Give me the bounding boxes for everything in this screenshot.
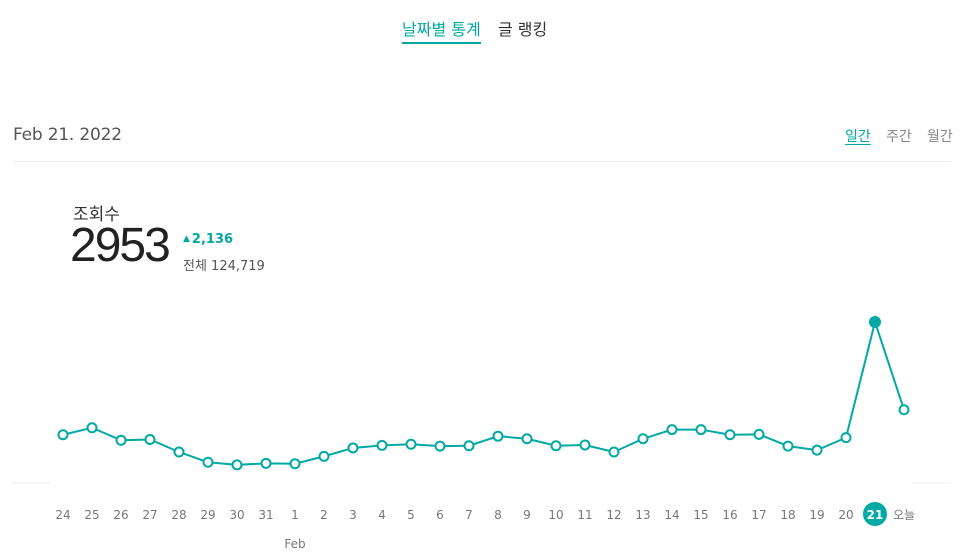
data-point[interactable]: [202, 456, 214, 468]
tab-post-ranking[interactable]: 글 랭킹: [498, 20, 548, 39]
data-point[interactable]: [376, 439, 388, 451]
metric-label: 조회수: [73, 205, 120, 225]
x-tick-label[interactable]: 27: [142, 508, 157, 522]
metric-delta-value: 2,136: [191, 232, 234, 247]
x-tick-label[interactable]: 12: [606, 508, 621, 522]
data-point[interactable]: [144, 433, 156, 445]
x-tick-label[interactable]: 9: [523, 508, 531, 522]
metric-delta: ▲ 2,136: [183, 232, 233, 247]
x-tick-label[interactable]: 3: [349, 508, 357, 522]
data-point[interactable]: [550, 440, 562, 452]
x-tick-label[interactable]: 16: [722, 508, 737, 522]
selected-date-marker[interactable]: [863, 502, 887, 526]
month-label: Feb: [284, 537, 305, 551]
x-tick-label[interactable]: 25: [84, 508, 99, 522]
x-tick-label[interactable]: 28: [171, 508, 186, 522]
stats-tabs: 날짜별 통계 글 랭킹: [0, 16, 961, 46]
header-divider: [13, 161, 951, 162]
data-point[interactable]: [289, 458, 301, 470]
views-line-chart: 24 25 26 27 28 29 30 31 1 2 3 4 5 6 7 8 9 10 11 12 13 14 15 16 1…: [13, 315, 951, 551]
data-point[interactable]: [463, 440, 475, 452]
metric-total: 전체 124,719: [183, 259, 265, 274]
x-tick-label[interactable]: 20: [838, 508, 853, 522]
period-daily-button[interactable]: 일간: [845, 129, 871, 145]
data-point[interactable]: [231, 459, 243, 471]
x-tick-label[interactable]: 15: [693, 508, 708, 522]
data-point[interactable]: [521, 433, 533, 445]
data-point[interactable]: [753, 428, 765, 440]
x-tick-label[interactable]: 2: [320, 508, 328, 522]
x-tick-label[interactable]: 1: [291, 508, 299, 522]
data-point[interactable]: [869, 315, 881, 328]
data-point[interactable]: [347, 442, 359, 454]
x-tick-label[interactable]: 5: [407, 508, 415, 522]
x-tick-label[interactable]: 11: [577, 508, 592, 522]
data-point[interactable]: [492, 430, 504, 442]
x-tick-label[interactable]: 19: [809, 508, 824, 522]
x-tick-label[interactable]: 29: [200, 508, 215, 522]
data-point[interactable]: [115, 434, 127, 446]
period-monthly-button[interactable]: 월간: [927, 129, 953, 145]
x-tick-label[interactable]: 26: [113, 508, 128, 522]
x-tick-label[interactable]: 30: [229, 508, 244, 522]
data-point[interactable]: [608, 446, 620, 458]
data-point[interactable]: [695, 424, 707, 436]
data-point[interactable]: [840, 432, 852, 444]
data-point[interactable]: [724, 429, 736, 441]
x-tick-label[interactable]: 7: [465, 508, 473, 522]
data-point[interactable]: [57, 429, 69, 441]
date-label: Feb 21. 2022: [13, 125, 122, 145]
metric-value: 2953: [70, 219, 171, 272]
data-point[interactable]: [318, 450, 330, 462]
data-point[interactable]: [434, 440, 446, 452]
data-point[interactable]: [579, 439, 591, 451]
data-point[interactable]: [260, 457, 272, 469]
x-tick-label[interactable]: 24: [55, 508, 70, 522]
x-tick-label[interactable]: 오늘: [893, 508, 915, 522]
up-triangle-icon: ▲: [183, 234, 190, 244]
x-tick-label[interactable]: 18: [780, 508, 795, 522]
x-tick-label[interactable]: 17: [751, 508, 766, 522]
series-line: [62, 318, 905, 466]
x-tick-label[interactable]: 31: [258, 508, 273, 522]
x-tick-label[interactable]: 10: [548, 508, 563, 522]
x-tick-label[interactable]: 8: [494, 508, 502, 522]
data-point[interactable]: [405, 438, 417, 450]
x-tick-label[interactable]: 21: [867, 508, 884, 522]
data-point[interactable]: [782, 440, 794, 452]
data-point[interactable]: [898, 404, 910, 416]
x-tick-label[interactable]: 6: [436, 508, 444, 522]
x-tick-label[interactable]: 4: [378, 508, 386, 522]
data-point[interactable]: [666, 424, 678, 436]
tab-daily-stats[interactable]: 날짜별 통계: [402, 16, 481, 44]
data-point[interactable]: [637, 433, 649, 445]
data-point[interactable]: [86, 422, 98, 434]
x-tick-label[interactable]: 13: [635, 508, 650, 522]
x-tick-label[interactable]: 14: [664, 508, 679, 522]
period-weekly-button[interactable]: 주간: [886, 129, 912, 145]
data-point[interactable]: [811, 444, 823, 456]
data-point[interactable]: [173, 446, 185, 458]
